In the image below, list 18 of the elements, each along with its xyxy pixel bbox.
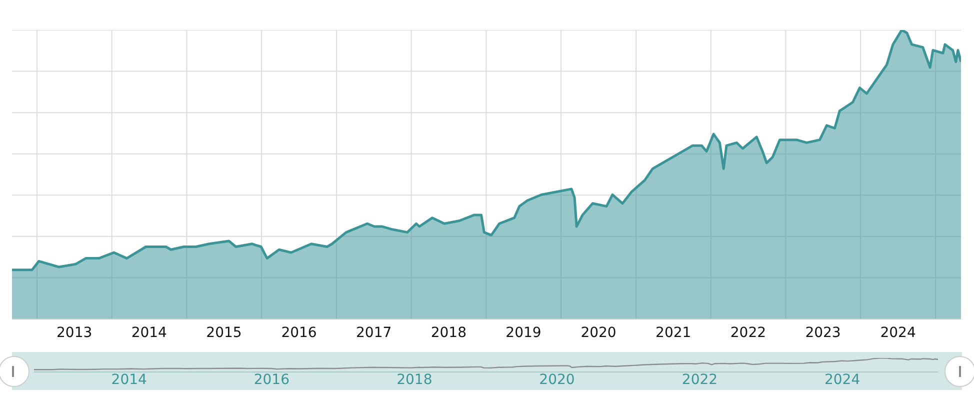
x-tick-label: 2019 bbox=[506, 324, 542, 341]
x-tick-label: 2017 bbox=[356, 324, 392, 341]
x-tick-label: 2013 bbox=[56, 324, 92, 341]
x-tick-label: 2020 bbox=[539, 372, 575, 388]
x-tick-label: 2016 bbox=[281, 324, 317, 341]
x-tick-label: 2014 bbox=[111, 372, 148, 388]
x-tick-label: 2018 bbox=[396, 372, 432, 388]
x-tick-label: 2024 bbox=[880, 324, 916, 341]
x-tick-label: 2020 bbox=[580, 324, 616, 341]
x-tick-label: 2015 bbox=[206, 324, 242, 341]
x-tick-label: 2014 bbox=[131, 324, 168, 341]
x-tick-label: 2024 bbox=[824, 372, 860, 388]
x-tick-label: 2022 bbox=[682, 372, 718, 388]
x-tick-label: 2018 bbox=[430, 324, 466, 341]
x-tick-label: 2022 bbox=[730, 324, 766, 341]
x-tick-label: 2021 bbox=[656, 324, 692, 341]
x-tick-label: 2016 bbox=[254, 372, 290, 388]
x-tick-label: 2023 bbox=[805, 324, 841, 341]
